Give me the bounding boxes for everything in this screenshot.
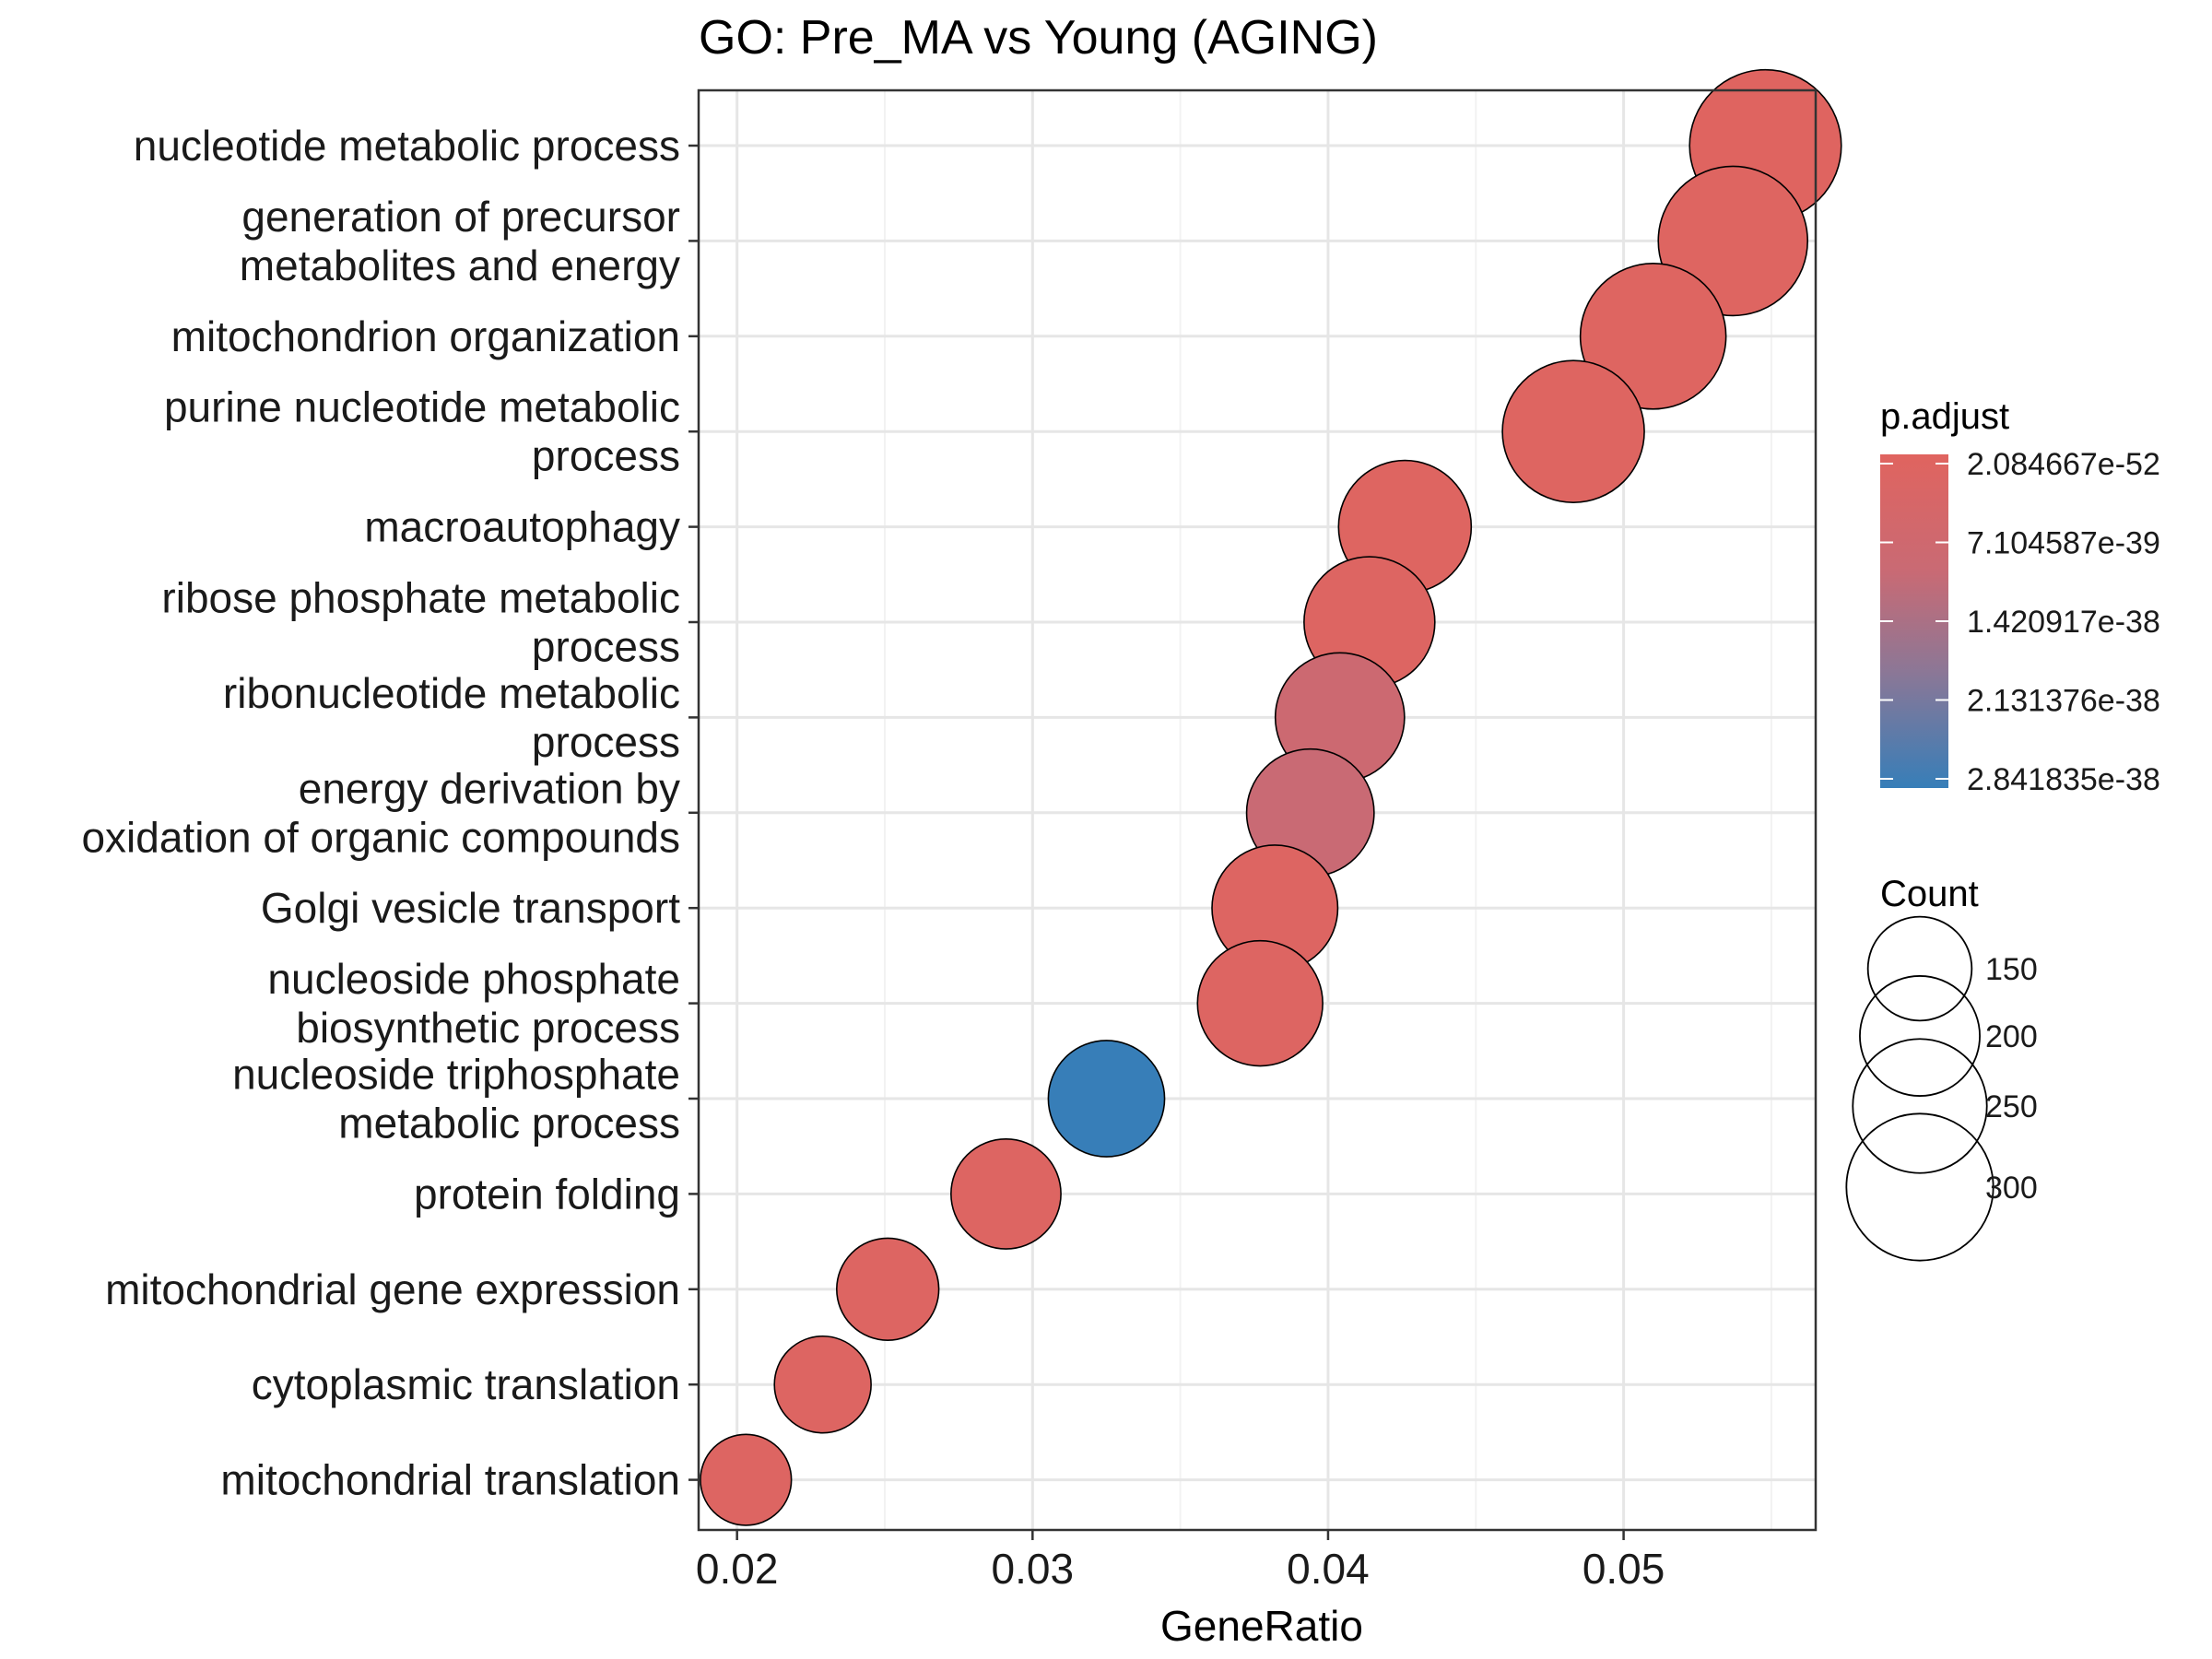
- panel-border: [697, 88, 1818, 1532]
- y-tick-label: ribonucleotide metabolic process: [223, 669, 680, 766]
- y-tick-label: cytoplasmic translation: [252, 1360, 680, 1408]
- x-axis-ticks: 0.02 0.03 0.04 0.05: [696, 1530, 1665, 1593]
- x-tick-label: 0.05: [1583, 1545, 1665, 1593]
- y-tick-label: energy derivation by oxidation of organic…: [81, 764, 680, 861]
- count-legend-label: 200: [1985, 1019, 2038, 1054]
- count-legend-items: 150 200 250 300: [1845, 915, 2038, 1262]
- data-point: [1501, 359, 1645, 503]
- count-legend-label: 250: [1985, 1089, 2038, 1124]
- y-tick-label: Golgi vesicle transport: [261, 884, 680, 932]
- y-tick-label: purine nucleotide metabolic process: [164, 383, 680, 480]
- data-point: [950, 1137, 1062, 1250]
- count-legend-title: Count: [1880, 874, 1979, 914]
- data-point: [773, 1335, 872, 1434]
- count-legend-circle: [1859, 975, 1981, 1097]
- p-adjust-legend-labels: 2.084667e-52 7.104587e-39 1.420917e-38 2.13…: [1880, 447, 2160, 797]
- x-tick-label: 0.04: [1287, 1545, 1370, 1593]
- x-axis-title: GeneRatio: [1160, 1602, 1363, 1650]
- y-tick-label: mitochondrial gene expression: [105, 1265, 680, 1313]
- y-tick-label: protein folding: [414, 1170, 680, 1218]
- colorbar-label: 2.131376e-38: [1967, 684, 2160, 719]
- y-tick-label: mitochondrion organization: [171, 312, 680, 360]
- y-tick-label: nucleoside triphosphate metabolic process: [232, 1051, 680, 1147]
- data-point: [700, 1433, 793, 1526]
- y-tick-label: nucleotide metabolic process: [134, 122, 680, 170]
- colorbar-label: 2.841835e-38: [1967, 762, 2160, 797]
- x-tick-label: 0.02: [696, 1545, 779, 1593]
- p-adjust-legend: p.adjust 2.084667e-52 7.104587e-39 1.42091…: [1880, 396, 2160, 797]
- x-tick-label: 0.03: [992, 1545, 1075, 1593]
- chart-title: GO: Pre_MA vs Young (AGING): [699, 11, 1378, 65]
- colorbar-label: 1.420917e-38: [1967, 605, 2160, 640]
- y-tick-label: ribose phosphate metabolic process: [161, 574, 680, 671]
- data-point: [836, 1237, 940, 1341]
- y-tick-label: mitochondrial translation: [220, 1456, 680, 1504]
- y-axis-ticks: nucleotide metabolic process generation o…: [81, 122, 699, 1504]
- count-legend-label: 300: [1985, 1171, 2038, 1206]
- data-point: [1579, 262, 1727, 410]
- y-tick-label: nucleoside phosphate biosynthetic process: [267, 955, 680, 1052]
- colorbar-label: 2.084667e-52: [1967, 447, 2160, 482]
- count-legend-circle: [1845, 1112, 1994, 1262]
- count-legend: Count 150 200 250 300: [1845, 874, 2038, 1262]
- y-tick-label: generation of precursor metabolites and e…: [240, 193, 680, 289]
- data-points: [700, 68, 1842, 1526]
- p-adjust-legend-title: p.adjust: [1880, 396, 2009, 437]
- data-point: [1196, 939, 1324, 1067]
- colorbar-label: 7.104587e-39: [1967, 526, 2160, 561]
- count-legend-label: 150: [1985, 952, 2038, 987]
- y-tick-label: macroautophagy: [364, 503, 680, 551]
- count-legend-circle: [1866, 915, 1973, 1022]
- data-point: [1047, 1040, 1166, 1158]
- count-legend-circle: [1852, 1038, 1988, 1174]
